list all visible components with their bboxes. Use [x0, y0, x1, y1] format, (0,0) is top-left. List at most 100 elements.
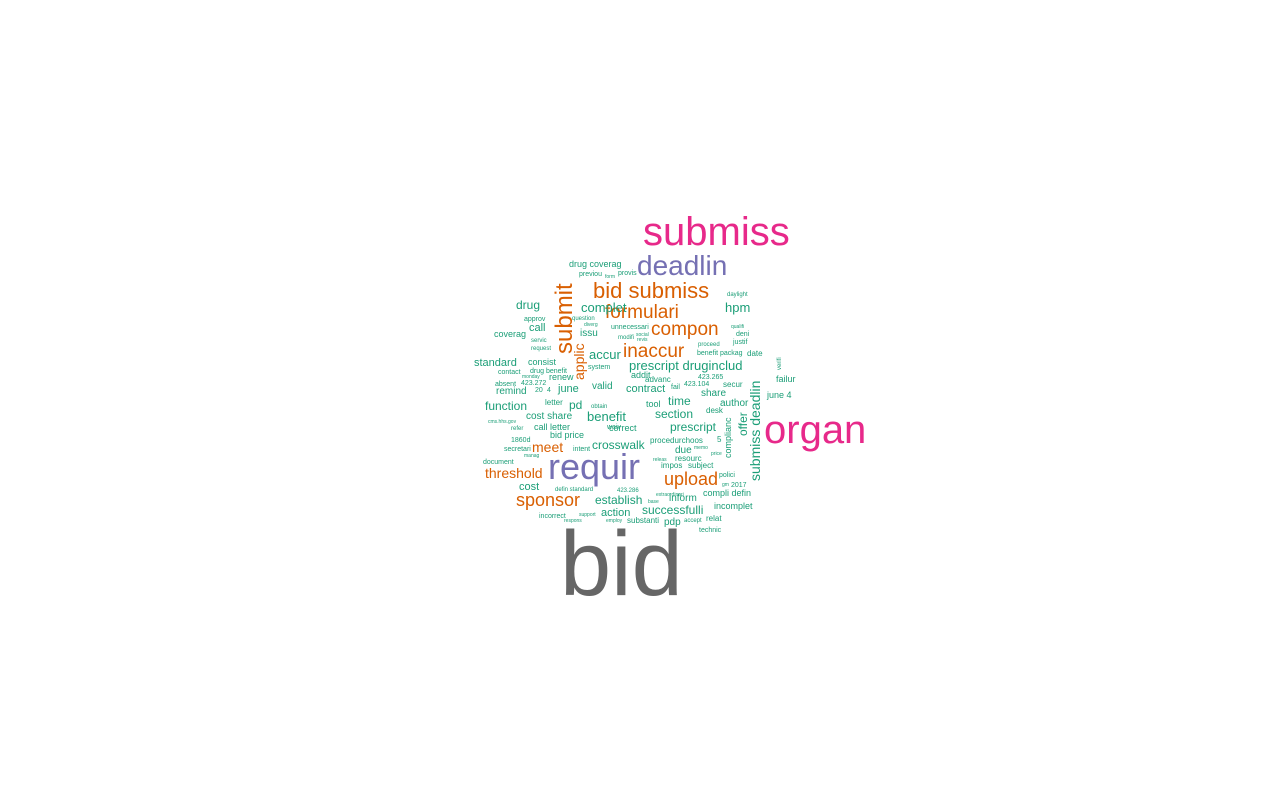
word-drug-coverag: drug coverag: [569, 259, 622, 269]
word-qualifi: qualifi: [731, 324, 745, 330]
word-price: price: [711, 451, 722, 457]
word-previou: previou: [579, 271, 602, 278]
word-prescript-druginclud: prescript druginclud: [629, 358, 743, 373]
word-date: date: [747, 349, 763, 358]
word-bid-price: bid price: [550, 430, 585, 440]
word-section: section: [655, 407, 694, 421]
word-subject: subject: [688, 461, 714, 470]
word-diverg: diverg: [584, 322, 598, 328]
word-call: call: [529, 322, 546, 334]
word-resourc: resourc: [675, 454, 702, 463]
word-provis: provis: [618, 270, 637, 277]
word-desk: desk: [706, 406, 723, 415]
word-423-286: 423.286: [617, 488, 639, 494]
word-social: social: [636, 332, 649, 338]
word-crosswalk: crosswalk: [592, 438, 645, 452]
word-waiv: waiv: [607, 424, 622, 431]
word-system: system: [588, 364, 611, 371]
word-advanc: advanc: [645, 375, 671, 384]
word-respons: respons: [564, 518, 582, 524]
word-bid: bid: [560, 513, 683, 615]
word-deadlin: deadlin: [637, 250, 728, 281]
word-correct: correct: [609, 423, 637, 433]
word-cost: cost: [519, 481, 540, 493]
word-incorrect: incorrect: [539, 513, 566, 520]
word-failur: failur: [776, 374, 796, 384]
word-submiss: submiss: [643, 210, 790, 254]
word-upload: upload: [664, 469, 719, 489]
word-memo: memo: [694, 445, 708, 451]
word-benefit-packag: benefit packag: [697, 350, 743, 357]
word-deni: deni: [736, 331, 750, 338]
word-4: 4: [547, 387, 551, 394]
word-secretari: secretari: [504, 446, 531, 453]
word-justif: justif: [733, 339, 748, 346]
word-valid: valid: [592, 381, 613, 392]
word-organ: organ: [764, 408, 867, 452]
word-technic: technic: [699, 527, 722, 534]
word-form: form: [605, 274, 615, 280]
word-submiss-deadlin: submiss deadlin: [747, 380, 763, 481]
word-support: support: [579, 512, 596, 518]
word-monday: monday: [522, 374, 540, 380]
word-pd: pd: [569, 398, 583, 412]
word-compli-defin: compli defin: [703, 488, 752, 498]
word-modifi: modifi: [618, 335, 635, 341]
word-5: 5: [717, 435, 722, 444]
word-call-letter: call letter: [534, 422, 571, 432]
word-daylight: daylight: [727, 292, 748, 298]
word-meet: meet: [532, 439, 564, 455]
word-author: author: [720, 398, 749, 409]
word-benefit: benefit: [587, 409, 627, 424]
word-threshold: threshold: [485, 465, 543, 481]
word-1860d: 1860d: [511, 437, 531, 444]
word-time: time: [668, 394, 691, 408]
word-procedurchoos: procedurchoos: [650, 436, 703, 445]
word-requir: requir: [548, 446, 641, 487]
word-approv: approv: [524, 316, 546, 323]
word-cms-hhs-gov: cms.hhs.gov: [488, 419, 517, 425]
word-incomplet: incomplet: [714, 501, 753, 511]
word-remind: remind: [496, 386, 527, 397]
word-drug-benefit: drug benefit: [530, 368, 567, 375]
word-prescript: prescript: [670, 420, 717, 434]
word-request: request: [531, 346, 552, 352]
word-inform: inform: [669, 493, 697, 504]
word-june-4: june 4: [767, 390, 792, 400]
word-unnecessari: unnecessari: [611, 324, 649, 331]
word-relat: relat: [706, 514, 722, 523]
word-refer: refer: [511, 426, 524, 432]
word-inaccur: inaccur: [623, 341, 685, 362]
word-successfulli: successfulli: [642, 503, 704, 517]
word-consist: consist: [528, 357, 557, 367]
word-revis: revis: [637, 337, 648, 343]
word-cost-share: cost share: [526, 411, 573, 422]
word-verifi: verifi: [777, 357, 783, 370]
word-due: due: [675, 445, 692, 456]
word-fail: fail: [671, 384, 680, 391]
word-2017: 2017: [731, 482, 747, 489]
word-question: question: [572, 316, 595, 322]
word-423-272: 423.272: [521, 380, 547, 387]
word-share: share: [701, 388, 727, 399]
word-servic: servic: [531, 338, 547, 344]
word-renew: renew: [549, 372, 574, 382]
word-substanti: substanti: [627, 516, 660, 525]
word-function: function: [485, 399, 528, 413]
word-accur: accur: [589, 347, 621, 362]
word-sponsor: sponsor: [516, 490, 581, 510]
word-manag: manag: [524, 453, 540, 459]
word-defin-standard: defin standard: [555, 487, 594, 493]
word-polici: polici: [719, 472, 735, 479]
word-document: document: [483, 459, 514, 466]
word-formulari: formulari: [605, 302, 679, 323]
word-pdp: pdp: [664, 517, 681, 528]
word-compon: compon: [651, 319, 719, 340]
word-action: action: [601, 507, 631, 519]
word-drug: drug: [516, 298, 541, 312]
word-extraordinari: extraordinari: [656, 492, 684, 498]
word-base: base: [648, 499, 659, 505]
word-standard: standard: [474, 357, 517, 369]
word-complet: complet: [581, 300, 627, 315]
